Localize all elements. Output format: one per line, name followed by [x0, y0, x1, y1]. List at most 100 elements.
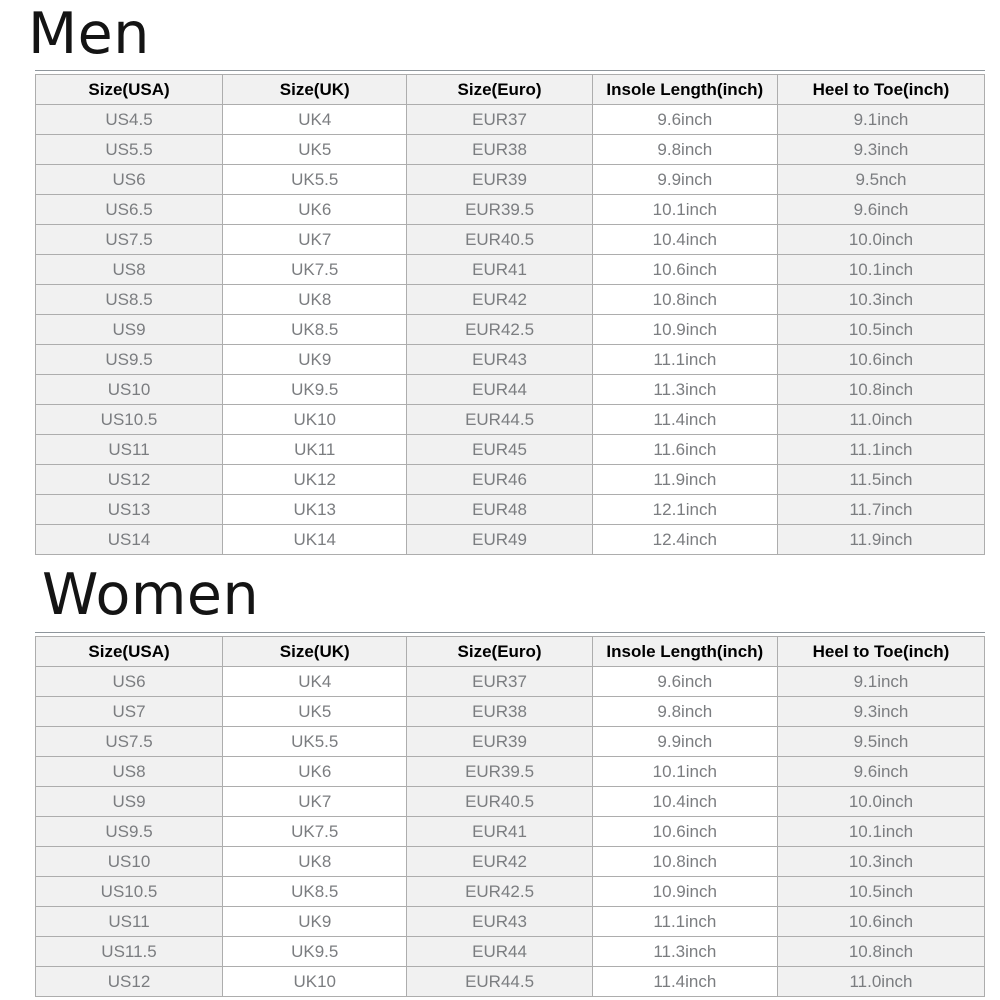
- table-cell: 9.3inch: [776, 134, 986, 165]
- women-section-title: Women: [42, 562, 260, 628]
- table-cell: EUR42.5: [406, 876, 593, 907]
- table-cell: US13: [34, 494, 224, 525]
- table-row: US12 UK12 EUR46 11.9inch 11.5inch: [34, 464, 986, 495]
- table-row: US5.5 UK5 EUR38 9.8inch 9.3inch: [34, 134, 986, 165]
- table-cell: 10.3inch: [776, 846, 986, 877]
- women-size-table-wrap: Size(USA) Size(UK) Size(Euro) Insole Length…: [34, 632, 986, 997]
- table-cell: EUR42: [406, 846, 593, 877]
- table-cell: 11.5inch: [776, 464, 986, 495]
- table-cell: US9.5: [34, 344, 224, 375]
- table-cell: 9.8inch: [591, 696, 778, 727]
- table-cell: 10.0inch: [776, 786, 986, 817]
- table-cell: US11: [34, 906, 224, 937]
- women-section: Women Size(USA) Size(UK) Size(Euro) Insole …: [0, 567, 1000, 997]
- table-cell: 9.6inch: [591, 104, 778, 135]
- table-cell: EUR41: [406, 254, 593, 285]
- table-cell: UK5: [222, 696, 408, 727]
- table-cell: 9.3inch: [776, 696, 986, 727]
- table-cell: 10.5inch: [776, 314, 986, 345]
- table-cell: 11.3inch: [591, 936, 778, 967]
- table-cell: 10.8inch: [776, 936, 986, 967]
- table-cell: US12: [34, 464, 224, 495]
- table-cell: EUR42.5: [406, 314, 593, 345]
- table-cell: US6: [34, 164, 224, 195]
- table-row: US14 UK14 EUR49 12.4inch 11.9inch: [34, 524, 986, 555]
- table-cell: EUR39: [406, 164, 593, 195]
- column-header: Size(Euro): [406, 74, 593, 105]
- table-cell: UK4: [222, 104, 408, 135]
- table-row: US9 UK7 EUR40.5 10.4inch 10.0inch: [34, 786, 986, 817]
- table-row: US9.5 UK9 EUR43 11.1inch 10.6inch: [34, 344, 986, 375]
- table-row: US10.5 UK10 EUR44.5 11.4inch 11.0inch: [34, 404, 986, 435]
- table-cell: UK8.5: [222, 314, 408, 345]
- table-cell: 11.9inch: [591, 464, 778, 495]
- table-cell: UK8.5: [222, 876, 408, 907]
- table-cell: 10.1inch: [591, 194, 778, 225]
- table-cell: UK5.5: [222, 726, 408, 757]
- table-cell: UK11: [222, 434, 408, 465]
- column-header: Size(UK): [222, 74, 408, 105]
- table-cell: UK5.5: [222, 164, 408, 195]
- table-cell: UK6: [222, 194, 408, 225]
- table-cell: 10.5inch: [776, 876, 986, 907]
- table-cell: US10.5: [34, 404, 224, 435]
- table-row: US6.5 UK6 EUR39.5 10.1inch 9.6inch: [34, 194, 986, 225]
- table-cell: UK10: [222, 404, 408, 435]
- table-cell: 10.1inch: [776, 254, 986, 285]
- table-cell: US6.5: [34, 194, 224, 225]
- table-cell: US12: [34, 966, 224, 997]
- table-cell: UK7.5: [222, 816, 408, 847]
- column-header: Heel to Toe(inch): [776, 636, 986, 667]
- table-cell: 10.4inch: [591, 786, 778, 817]
- table-cell: EUR43: [406, 906, 593, 937]
- table-cell: EUR41: [406, 816, 593, 847]
- table-cell: EUR45: [406, 434, 593, 465]
- table-cell: 9.1inch: [776, 104, 986, 135]
- table-cell: EUR44: [406, 936, 593, 967]
- table-cell: US10: [34, 846, 224, 877]
- table-cell: US9.5: [34, 816, 224, 847]
- table-cell: 9.8inch: [591, 134, 778, 165]
- table-cell: UK9: [222, 906, 408, 937]
- table-cell: EUR44: [406, 374, 593, 405]
- table-cell: EUR38: [406, 696, 593, 727]
- table-cell: 10.8inch: [591, 284, 778, 315]
- table-cell: US5.5: [34, 134, 224, 165]
- table-cell: US6: [34, 666, 224, 697]
- table-row: US8 UK6 EUR39.5 10.1inch 9.6inch: [34, 756, 986, 787]
- table-cell: EUR37: [406, 104, 593, 135]
- table-row: US7 UK5 EUR38 9.8inch 9.3inch: [34, 696, 986, 727]
- table-cell: 9.1inch: [776, 666, 986, 697]
- table-cell: US9: [34, 786, 224, 817]
- table-cell: UK12: [222, 464, 408, 495]
- table-cell: 10.1inch: [591, 756, 778, 787]
- table-cell: UK8: [222, 846, 408, 877]
- table-row: US9 UK8.5 EUR42.5 10.9inch 10.5inch: [34, 314, 986, 345]
- column-header: Size(UK): [222, 636, 408, 667]
- table-cell: 11.3inch: [591, 374, 778, 405]
- table-cell: 10.3inch: [776, 284, 986, 315]
- column-header: Insole Length(inch): [591, 74, 778, 105]
- table-cell: US4.5: [34, 104, 224, 135]
- column-header: Size(Euro): [406, 636, 593, 667]
- table-cell: EUR39: [406, 726, 593, 757]
- table-row: US10 UK8 EUR42 10.8inch 10.3inch: [34, 846, 986, 877]
- table-row: US9.5 UK7.5 EUR41 10.6inch 10.1inch: [34, 816, 986, 847]
- table-cell: US7.5: [34, 726, 224, 757]
- table-cell: UK9.5: [222, 936, 408, 967]
- table-cell: 11.0inch: [776, 966, 986, 997]
- table-row: US12 UK10 EUR44.5 11.4inch 11.0inch: [34, 966, 986, 997]
- table-cell: US8: [34, 254, 224, 285]
- table-cell: UK5: [222, 134, 408, 165]
- table-cell: UK7: [222, 224, 408, 255]
- table-cell: US9: [34, 314, 224, 345]
- table-cell: 10.1inch: [776, 816, 986, 847]
- table-cell: US10: [34, 374, 224, 405]
- table-row: US10 UK9.5 EUR44 11.3inch 10.8inch: [34, 374, 986, 405]
- men-size-table-wrap: Size(USA) Size(UK) Size(Euro) Insole Length…: [34, 70, 986, 555]
- men-size-table: Size(USA) Size(UK) Size(Euro) Insole Length…: [34, 74, 986, 555]
- table-cell: 11.1inch: [591, 344, 778, 375]
- table-cell: UK10: [222, 966, 408, 997]
- table-cell: US7.5: [34, 224, 224, 255]
- table-cell: UK4: [222, 666, 408, 697]
